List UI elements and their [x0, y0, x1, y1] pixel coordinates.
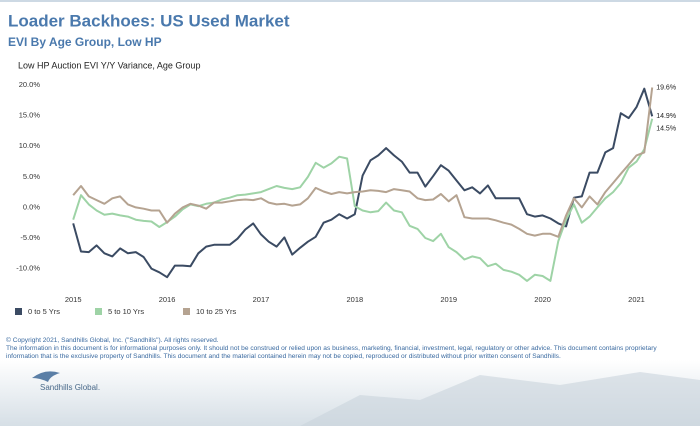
x-tick-label: 2017: [253, 295, 270, 304]
logo-text: Sandhills Global.: [40, 383, 100, 392]
y-tick-label: 15.0%: [19, 111, 41, 120]
disclaimer: information that is the exclusive proper…: [6, 353, 561, 360]
legend-label: 10 to 25 Yrs: [196, 307, 237, 316]
plot: -10.0% -5.0% 0.0% 5.0% 10.0% 15.0% 20.0% 2015 20…: [15, 80, 676, 316]
series-line: [72, 87, 654, 279]
y-tick-label: -5.0%: [20, 233, 40, 242]
data-label: 14.9%: [656, 113, 676, 120]
y-tick-label: 20.0%: [19, 80, 41, 89]
legend-swatch: [15, 308, 22, 315]
x-tick-label: 2018: [347, 295, 364, 304]
copyright: © Copyright 2021, Sandhills Global, Inc.…: [6, 336, 219, 344]
x-tick-label: 2016: [159, 295, 176, 304]
footer-scenery: [300, 372, 700, 426]
data-label: 19.6%: [656, 84, 676, 91]
legend-label: 0 to 5 Yrs: [28, 307, 60, 316]
legend-swatch: [183, 308, 190, 315]
x-tick-label: 2021: [628, 295, 645, 304]
x-tick-label: 2015: [65, 295, 82, 304]
y-tick-label: 0.0%: [23, 202, 40, 211]
x-tick-label: 2020: [534, 295, 551, 304]
disclaimer: The information in this document is for …: [6, 345, 657, 352]
y-tick-label: 5.0%: [23, 172, 40, 181]
chart-title: Low HP Auction EVI Y/Y Variance, Age Gro…: [18, 60, 200, 70]
y-tick-label: -10.0%: [16, 264, 40, 273]
data-label: 14.5%: [656, 126, 676, 133]
series-line: [72, 87, 654, 238]
legend-swatch: [95, 308, 102, 315]
y-tick-label: 10.0%: [19, 141, 41, 150]
legend-label: 5 to 10 Yrs: [108, 307, 144, 316]
x-tick-label: 2019: [440, 295, 457, 304]
logo-icon: [32, 371, 60, 382]
page-title: Loader Backhoes: US Used Market: [8, 11, 290, 30]
page-subtitle: EVI By Age Group, Low HP: [8, 35, 162, 49]
